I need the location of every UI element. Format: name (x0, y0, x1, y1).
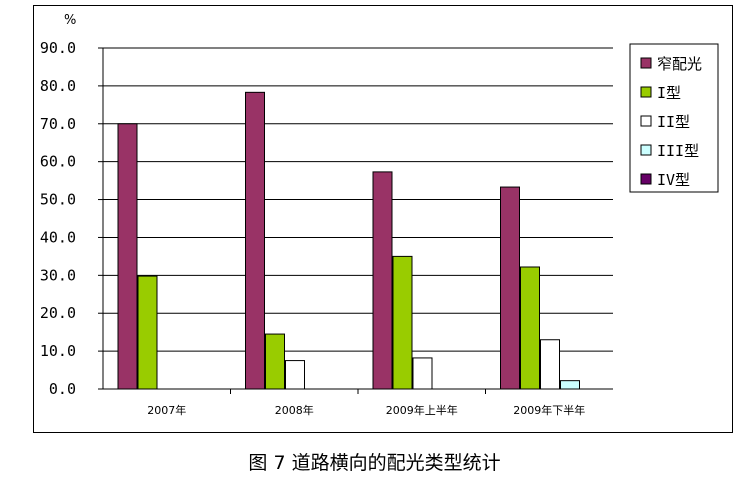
x-category-label: 2009年上半年 (386, 403, 458, 417)
bar (265, 333, 285, 390)
plot-area: 0.0 10.0 20.0 30.0 40.0 50.0 60.0 70.0 80.0 90.0 2… (40, 39, 613, 417)
x-category-label: 2009年下半年 (513, 403, 585, 417)
legend-swatch (640, 115, 652, 127)
y-axis-unit-label: % (64, 13, 76, 28)
legend-label: IV型 (657, 171, 690, 189)
legend-label: I型 (657, 84, 681, 102)
legend-swatch (640, 86, 652, 98)
bar (372, 171, 393, 390)
x-category-label: 2008年 (275, 403, 314, 417)
legend-swatch (640, 57, 652, 69)
y-tick-label: 20.0 (40, 304, 76, 322)
bar (520, 266, 540, 390)
y-tick-label: 0.0 (49, 380, 76, 398)
legend-swatch (640, 173, 652, 185)
legend-label: 窄配光 (657, 55, 702, 73)
bar (137, 275, 158, 390)
bar-chart: 0.0 10.0 20.0 30.0 40.0 50.0 60.0 70.0 80.0 90.0 2… (40, 13, 719, 417)
bar (245, 91, 265, 390)
y-tick-label: 50.0 (40, 191, 76, 209)
bar (117, 123, 138, 390)
legend: 窄配光 I型 II型 III型 IV型 (629, 43, 719, 193)
bar (540, 339, 560, 390)
legend-label: III型 (657, 142, 699, 160)
bar (412, 357, 433, 390)
y-tick-label: 70.0 (40, 115, 76, 133)
legend-swatch (640, 144, 652, 156)
bar (500, 186, 520, 390)
bar (285, 360, 305, 390)
y-tick-label: 10.0 (40, 342, 76, 360)
figure-caption: 图 7 道路横向的配光类型统计 (248, 452, 501, 474)
legend-label: II型 (657, 113, 690, 131)
y-tick-label: 40.0 (40, 228, 76, 246)
y-tick-label: 80.0 (40, 77, 76, 95)
y-tick-label: 90.0 (40, 39, 76, 57)
y-tick-label: 30.0 (40, 266, 76, 284)
y-tick-label: 60.0 (40, 153, 76, 171)
x-category-label: 2007年 (147, 403, 186, 417)
bar (392, 255, 413, 390)
bar (560, 380, 580, 390)
